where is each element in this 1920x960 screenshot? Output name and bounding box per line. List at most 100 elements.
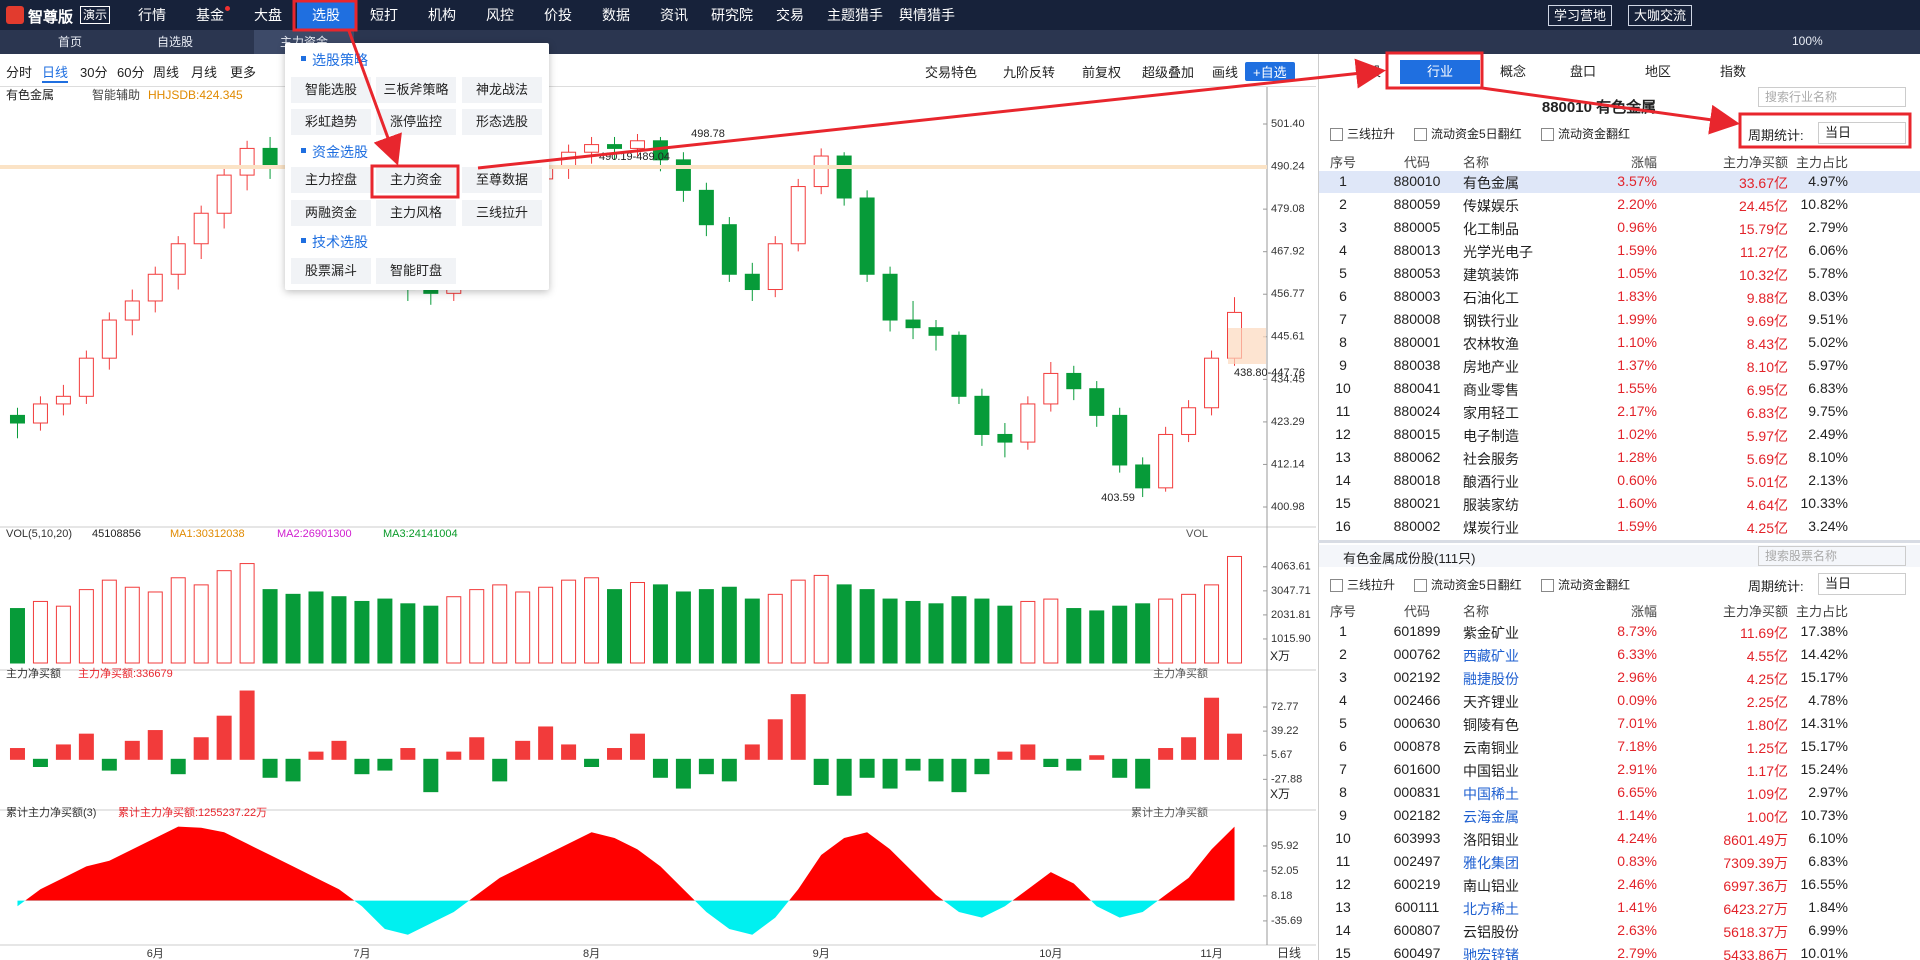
table-cell: 3.24% [1808, 518, 1848, 534]
table-cell: 17.38% [1800, 623, 1848, 639]
table-cell: 1.83% [1617, 288, 1657, 304]
bar [675, 591, 691, 664]
table-cell: 1.41% [1617, 899, 1657, 915]
candle-body [744, 273, 760, 291]
table-cell[interactable]: 社会服务 [1463, 451, 1519, 467]
pane-title: 主力净买额 [6, 666, 61, 680]
bar [698, 758, 714, 775]
table-cell: 880010 [1393, 173, 1441, 189]
bar [1112, 605, 1128, 664]
legend-item: MA3:24141004 [383, 528, 458, 540]
table-cell[interactable]: 传媒娱乐 [1463, 198, 1519, 214]
table-cell: 5 [1339, 715, 1347, 731]
table-cell: 8.43亿 [1746, 336, 1788, 352]
column-header: 涨幅 [1630, 155, 1657, 170]
panel-tab[interactable]: 行业 [1400, 60, 1480, 84]
table-cell[interactable]: 雅化集团 [1463, 855, 1519, 871]
panel-tab[interactable]: 概念 [1499, 64, 1526, 79]
table-cell[interactable]: 北方稀土 [1463, 901, 1519, 917]
filter-label[interactable]: 流动资金翻红 [1558, 578, 1631, 592]
table-cell: 3.57% [1617, 173, 1657, 189]
table-cell[interactable]: 电子制造 [1463, 428, 1519, 444]
table-cell[interactable]: 建筑装饰 [1463, 267, 1519, 283]
table-cell[interactable]: 煤炭行业 [1463, 520, 1519, 535]
top-link[interactable]: 大咖交流 [1628, 5, 1693, 26]
candle-body [1112, 414, 1128, 466]
table-cell: 000878 [1393, 738, 1441, 754]
table-cell: 002497 [1393, 853, 1441, 869]
candle-body [767, 243, 783, 291]
period-select[interactable]: 当日 [1818, 122, 1906, 144]
filter-label[interactable]: 流动资金翻红 [1558, 127, 1631, 141]
table-cell: 4.64亿 [1746, 497, 1788, 513]
table-cell[interactable]: 紫金矿业 [1463, 625, 1519, 641]
candle-body [675, 159, 691, 191]
table-cell[interactable]: 酿酒行业 [1463, 474, 1519, 490]
table-cell[interactable]: 云铝股份 [1463, 924, 1519, 940]
y-tick-label: -27.88 [1271, 773, 1302, 785]
panel-tab[interactable]: 盘口 [1569, 64, 1596, 79]
candle-body [629, 140, 645, 149]
checkbox [1414, 579, 1427, 592]
table-cell: 24.45亿 [1738, 198, 1788, 214]
table-cell[interactable]: 云南铜业 [1463, 740, 1519, 756]
filter-label[interactable]: 流动资金5日翻红 [1431, 578, 1522, 592]
table-cell[interactable]: 中国铝业 [1463, 763, 1519, 779]
bar [1135, 603, 1151, 664]
candle-body [1181, 407, 1197, 435]
table-cell: 13 [1335, 449, 1351, 465]
x-axis-label: 日线 [1277, 946, 1301, 960]
table-cell: 1.37% [1617, 357, 1657, 373]
period-select[interactable]: 当日 [1818, 573, 1906, 595]
bar [216, 570, 232, 664]
table-cell[interactable]: 洛阳钼业 [1463, 832, 1519, 848]
bar [584, 758, 600, 767]
bar [607, 748, 623, 760]
table-cell[interactable]: 化工制品 [1463, 221, 1519, 237]
bar [446, 596, 462, 664]
table-cell[interactable]: 南山铝业 [1463, 878, 1519, 894]
top-link[interactable]: 学习营地 [1548, 5, 1613, 26]
filter-label[interactable]: 流动资金5日翻红 [1431, 127, 1522, 141]
table-cell: 1.59% [1617, 518, 1657, 534]
table-cell[interactable]: 云海金属 [1463, 809, 1519, 825]
panel-tab[interactable]: 地区 [1644, 64, 1671, 79]
table-cell[interactable]: 商业零售 [1463, 382, 1519, 398]
bar [32, 758, 48, 767]
legend-item: 累计主力净买额:1255237.22万 [118, 805, 267, 819]
filter-label[interactable]: 三线拉升 [1347, 127, 1396, 141]
table-cell[interactable]: 光学光电子 [1463, 244, 1533, 260]
table-cell[interactable]: 房地产业 [1463, 359, 1519, 375]
table-cell: 14 [1335, 922, 1351, 938]
table-cell: 2.96% [1617, 669, 1657, 685]
bar [170, 577, 186, 664]
candle-body [147, 273, 163, 302]
table-cell[interactable]: 农林牧渔 [1463, 336, 1519, 352]
search-box[interactable]: 搜索行业名称 [1758, 87, 1906, 107]
table-cell[interactable]: 家用轻工 [1463, 405, 1519, 421]
search-box[interactable]: 搜索股票名称 [1758, 546, 1906, 566]
table-cell: 002192 [1393, 669, 1441, 685]
table-cell[interactable]: 石油化工 [1463, 290, 1519, 306]
table-cell[interactable]: 西藏矿业 [1463, 648, 1519, 664]
filter-label[interactable]: 三线拉升 [1347, 578, 1396, 592]
panel-tab[interactable]: 个股 [1354, 64, 1381, 79]
bar [836, 584, 852, 664]
table-cell[interactable]: 有色金属 [1463, 175, 1519, 191]
column-header: 序号 [1329, 155, 1356, 170]
table-cell: 9.69亿 [1746, 313, 1788, 329]
bar [1043, 758, 1059, 767]
bar [193, 737, 209, 760]
bar [285, 758, 301, 782]
table-cell[interactable]: 驰宏锌锗 [1463, 947, 1519, 960]
table-cell[interactable]: 铜陵有色 [1463, 717, 1519, 733]
table-cell[interactable]: 融捷股份 [1463, 671, 1519, 687]
table-cell[interactable]: 服装家纺 [1463, 497, 1519, 513]
table-cell[interactable]: 中国稀土 [1463, 786, 1519, 802]
panel-tab[interactable]: 指数 [1719, 64, 1746, 79]
table-cell[interactable]: 天齐锂业 [1463, 694, 1519, 710]
y-tick-label: 423.29 [1271, 416, 1305, 428]
table-cell[interactable]: 钢铁行业 [1463, 313, 1519, 329]
table-cell: 14.42% [1800, 646, 1848, 662]
candle-body [9, 414, 25, 424]
